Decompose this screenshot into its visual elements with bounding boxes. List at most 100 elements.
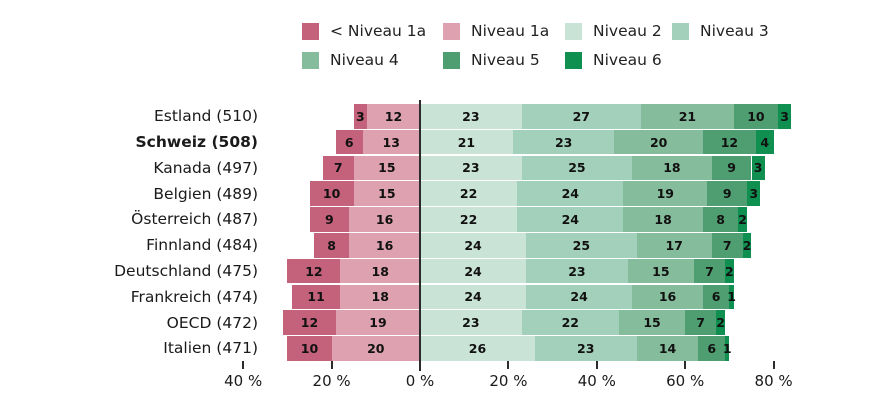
- bar-row-italien-471-: Italien (471) 10 20 26 23 14 6 1: [0, 336, 873, 361]
- bar-segment-niveau-4: 15: [627, 258, 695, 284]
- bar-segment-niveau-5: 12: [702, 129, 756, 155]
- legend-label: Niveau 4: [330, 51, 399, 69]
- bar-segment-niveau-3: 24: [526, 284, 633, 310]
- bar-segment-niveau-1a: 19: [336, 310, 420, 335]
- bar-segment-niveau-5: 7: [685, 310, 717, 335]
- bar-segment-niveau-6: 1: [727, 284, 736, 310]
- bar-segment-niveau-2: 23: [420, 310, 522, 335]
- bar-segment--niveau-1a: 6: [336, 129, 363, 155]
- bar-segment-niveau-4: 16: [632, 284, 703, 310]
- bar-row-finnland-484-: Finnland (484) 8 16 24 25 17 7 2: [0, 233, 873, 258]
- axis-tick: [419, 360, 421, 369]
- bar-segment-niveau-5: 7: [711, 233, 743, 258]
- axis-tick-label: 80 %: [754, 371, 793, 390]
- bar-segment-niveau-5: 9: [711, 155, 752, 181]
- bar-segment-niveau-6: 2: [738, 207, 748, 232]
- bar-segment-niveau-3: 23: [534, 336, 637, 361]
- bar-segment--niveau-1a: 3: [353, 104, 367, 129]
- bar-row-belgien-489-: Belgien (489) 10 15 22 24 19 9 3: [0, 181, 873, 206]
- bar-segment-niveau-4: 21: [641, 104, 734, 129]
- bar-segment-niveau-3: 22: [521, 310, 619, 335]
- country-label: Estland (510): [153, 107, 258, 126]
- legend-swatch-niveau-2: [565, 22, 582, 40]
- bar-segment-niveau-1a: 18: [340, 284, 420, 310]
- bar-segment-niveau-1a: 15: [353, 155, 420, 181]
- bar-segment-niveau-4: 19: [623, 181, 708, 206]
- bar-segment-niveau-3: 27: [521, 104, 641, 129]
- country-label: Italien (471): [163, 339, 258, 358]
- legend-label: Niveau 1a: [471, 22, 550, 40]
- bar-segment-niveau-6: 3: [751, 155, 765, 181]
- axis-tick: [242, 360, 245, 369]
- legend-item: Niveau 1a: [443, 22, 549, 40]
- bar-segment-niveau-1a: 12: [366, 104, 420, 129]
- bar-segment-niveau-3: 23: [526, 258, 628, 284]
- bar-segment-niveau-5: 9: [707, 181, 748, 206]
- bar-row--sterreich-487-: Österreich (487) 9 16 22 24 18 8 2: [0, 207, 873, 232]
- zero-axis-line: [419, 100, 421, 371]
- bar-segment-niveau-6: 2: [742, 233, 752, 258]
- bar-segment-niveau-5: 7: [694, 258, 725, 284]
- bar-segment-niveau-1a: 16: [349, 207, 420, 232]
- axis-tick: [684, 360, 687, 369]
- bar-segment-niveau-6: 4: [755, 129, 774, 155]
- legend-swatch--niveau-1a: [302, 22, 319, 40]
- bar-row-oecd-472-: OECD (472) 12 19 23 22 15 7 2: [0, 310, 873, 335]
- bar-segment-niveau-1a: 15: [353, 181, 420, 206]
- legend-item: Niveau 6: [565, 51, 662, 69]
- bar-segment-niveau-1a: 13: [362, 129, 420, 155]
- axis-tick: [330, 360, 333, 369]
- legend-item: Niveau 3: [672, 22, 769, 40]
- bar-segment-niveau-2: 24: [420, 284, 527, 310]
- axis-tick-label: 20 %: [312, 371, 351, 390]
- bar-row-deutschland-475-: Deutschland (475) 12 18 24 23 15 7 2: [0, 258, 873, 284]
- legend-label: Niveau 6: [593, 51, 662, 69]
- bar-segment-niveau-6: 1: [723, 336, 732, 361]
- bar-segment--niveau-1a: 8: [313, 233, 350, 258]
- legend-label: Niveau 2: [593, 22, 662, 40]
- bar-segment--niveau-1a: 10: [309, 181, 354, 206]
- bar-segment--niveau-1a: 7: [322, 155, 354, 181]
- bar-segment-niveau-1a: 18: [340, 258, 420, 284]
- legend-item: Niveau 2: [565, 22, 662, 40]
- legend-swatch-niveau-3: [672, 22, 689, 40]
- bar-segment-niveau-2: 22: [420, 207, 518, 232]
- bar-segment-niveau-3: 24: [517, 207, 624, 232]
- axis-tick-label: 20 %: [489, 371, 528, 390]
- bar-segment--niveau-1a: 12: [287, 258, 341, 284]
- bar-segment-niveau-2: 21: [420, 129, 513, 155]
- legend-swatch-niveau-5: [443, 51, 460, 69]
- bar-segment-niveau-4: 18: [632, 155, 712, 181]
- bar-row-schweiz-508-: Schweiz (508) 6 13 21 23 20 12 4: [0, 129, 873, 155]
- axis-tick-label: 40 %: [577, 371, 616, 390]
- bar-segment-niveau-5: 6: [702, 284, 730, 310]
- country-label: Frankreich (474): [130, 287, 258, 306]
- bar-segment--niveau-1a: 9: [309, 207, 350, 232]
- legend-swatch-niveau-1a: [443, 22, 460, 40]
- bar-segment--niveau-1a: 12: [282, 310, 336, 335]
- bar-segment-niveau-1a: 20: [331, 336, 420, 361]
- bar-segment-niveau-6: 3: [778, 104, 792, 129]
- bar-segment-niveau-2: 26: [420, 336, 535, 361]
- legend-label: < Niveau 1a: [330, 22, 427, 40]
- country-label: Deutschland (475): [114, 262, 258, 281]
- bar-segment-niveau-5: 8: [702, 207, 739, 232]
- axis-tick-label: 60 %: [666, 371, 705, 390]
- country-label: Belgien (489): [153, 184, 258, 203]
- legend-item: Niveau 4: [302, 51, 399, 69]
- bar-segment-niveau-3: 23: [512, 129, 615, 155]
- axis-tick: [595, 360, 598, 369]
- bar-segment-niveau-2: 23: [420, 104, 522, 129]
- bar-segment-niveau-5: 6: [698, 336, 725, 361]
- bar-segment-niveau-1a: 16: [349, 233, 420, 258]
- bar-segment-niveau-3: 25: [526, 233, 637, 258]
- bar-segment-niveau-2: 23: [420, 155, 522, 181]
- axis-tick: [507, 360, 510, 369]
- bar-segment-niveau-6: 2: [716, 310, 725, 335]
- bar-row-frankreich-474-: Frankreich (474) 11 18 24 24 16 6 1: [0, 284, 873, 310]
- legend-swatch-niveau-4: [302, 51, 319, 69]
- bar-segment-niveau-4: 14: [636, 336, 699, 361]
- country-label: OECD (472): [166, 313, 258, 332]
- bar-segment-niveau-2: 24: [420, 258, 527, 284]
